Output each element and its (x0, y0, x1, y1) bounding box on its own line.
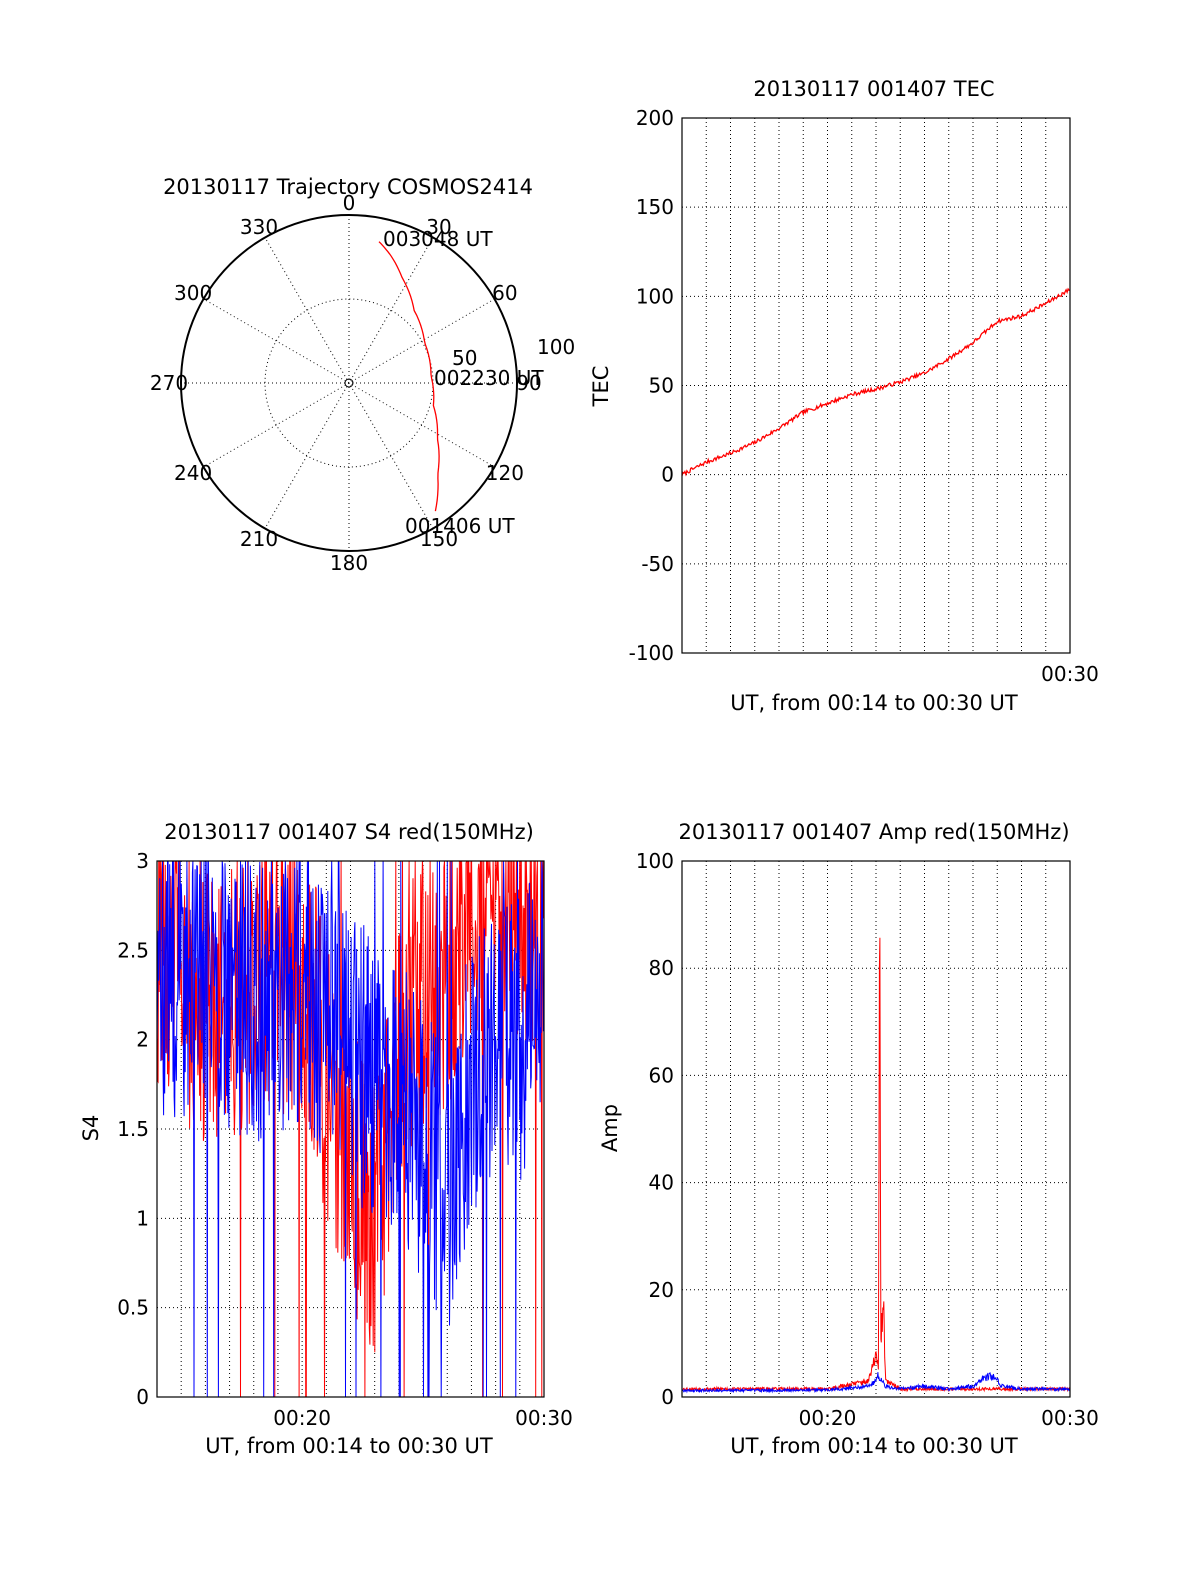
polar-title: 20130117 Trajectory COSMOS2414 (163, 175, 533, 199)
amp-y-tick: 20 (649, 1278, 674, 1302)
s4-y-tick: 1 (136, 1206, 149, 1230)
s4-plot: 20130117 001407 S4 red(150MHz) 3 2.5 2 1.5 1… (79, 820, 573, 1458)
tec-y-tick: 0 (661, 463, 674, 487)
amp-y-tick: 60 (649, 1063, 674, 1087)
amp-series-line (681, 1372, 1071, 1394)
polar-azimuth-label: 120 (486, 461, 524, 485)
polar-azimuth-label: 30 (426, 215, 451, 239)
s4-y-tick: 2.5 (117, 938, 149, 962)
s4-y-tick: 0.5 (117, 1296, 149, 1320)
polar-spokes (181, 215, 517, 551)
amp-y-axis-label: Amp (598, 1104, 622, 1152)
amp-y-tick: 80 (649, 956, 674, 980)
amp-y-tick: 40 (649, 1171, 674, 1195)
amp-y-tick: 100 (636, 849, 674, 873)
polar-azimuth-label: 300 (174, 281, 212, 305)
tec-plot: 20130117 001407 TEC 200150100500-50-100 … (589, 77, 1099, 715)
tec-plot-frame (681, 117, 1071, 654)
polar-azimuth-label: 240 (174, 461, 212, 485)
polar-azimuth-label: 0 (343, 191, 356, 215)
polar-elev-label-100: 100 (537, 335, 575, 359)
amp-x-axis-label: UT, from 00:14 to 00:30 UT (730, 1434, 1018, 1458)
s4-series-line (156, 860, 545, 1398)
tec-x-axis-label: UT, from 00:14 to 00:30 UT (730, 691, 1018, 715)
s4-y-tick: 0 (136, 1385, 149, 1409)
polar-center-marker (344, 378, 354, 388)
polar-spoke (264, 237, 434, 529)
s4-y-tick: 3 (136, 849, 149, 873)
amp-y-tick-labels: 100 80 60 40 20 0 (636, 849, 674, 1409)
tec-y-tick: 150 (636, 195, 674, 219)
polar-azimuth-label: 270 (150, 371, 188, 395)
polar-azimuth-label: 150 (420, 527, 458, 551)
s4-y-tick: 1.5 (117, 1117, 149, 1141)
polar-elev-label-50: 50 (452, 346, 477, 370)
polar-azimuth-label: 90 (516, 371, 541, 395)
polar-annotation-start: 001406 UT (405, 514, 515, 538)
amp-x-tick: 00:20 (799, 1406, 857, 1430)
amp-title: 20130117 001407 Amp red(150MHz) (678, 820, 1069, 844)
amp-x-tick-labels: 00:20 00:30 (799, 1406, 1099, 1430)
tec-y-tick: 100 (636, 284, 674, 308)
trajectory-polar-plot: 20130117 Trajectory COSMOS2414 0 30 60 90 12… (150, 175, 575, 575)
polar-azimuth-label: 210 (240, 527, 278, 551)
tec-y-tick-labels: 200 150 100 50 0 -50 -100 (629, 106, 674, 665)
s4-plot-frame (156, 860, 545, 1398)
s4-x-tick: 00:30 (515, 1406, 573, 1430)
amp-y-tick: 0 (661, 1385, 674, 1409)
tec-y-tick: 50 (649, 374, 674, 398)
tec-y-tick: -50 (641, 552, 674, 576)
amp-x-tick: 00:30 (1041, 1406, 1099, 1430)
polar-annotation-mid: 002230 UT (434, 366, 544, 390)
s4-x-axis-label: UT, from 00:14 to 00:30 UT (205, 1434, 493, 1458)
s4-x-tick: 00:20 (273, 1406, 331, 1430)
s4-series (156, 860, 545, 1398)
amp-series (681, 937, 1071, 1394)
amp-gridlines (682, 861, 1070, 1397)
polar-azimuth-label: 60 (492, 281, 517, 305)
tec-title: 20130117 001407 TEC (753, 77, 994, 101)
tec-gridlines (682, 118, 1070, 653)
tec-series-line (681, 287, 1070, 477)
tec-x-tick-labels: 00:30 (1041, 662, 1099, 686)
s4-x-tick-labels: 00:20 00:30 (273, 1406, 573, 1430)
polar-azimuth-label: 330 (240, 215, 278, 239)
s4-y-tick: 2 (136, 1028, 149, 1052)
polar-azimuth-label: 180 (330, 551, 368, 575)
tec-y-axis-label: TEC (589, 366, 613, 408)
amp-plot: 20130117 001407 Amp red(150MHz) 100 80 60 4… (598, 820, 1099, 1458)
amp-plot-frame (681, 860, 1071, 1398)
tec-y-tick: 200 (636, 106, 674, 130)
s4-title: 20130117 001407 S4 red(150MHz) (164, 820, 534, 844)
s4-y-tick-labels: 3 2.5 2 1.5 1 0.5 0 (117, 849, 149, 1409)
polar-azimuth-labels: 0 30 60 90 120 150 180 210 240 270 300 330 (150, 191, 542, 575)
polar-annotation-end: 003048 UT (383, 227, 493, 251)
tec-y-tick: -100 (629, 641, 674, 665)
tec-x-tick: 00:30 (1041, 662, 1099, 686)
s4-y-axis-label: S4 (79, 1115, 103, 1142)
polar-trajectory-line (378, 241, 440, 512)
